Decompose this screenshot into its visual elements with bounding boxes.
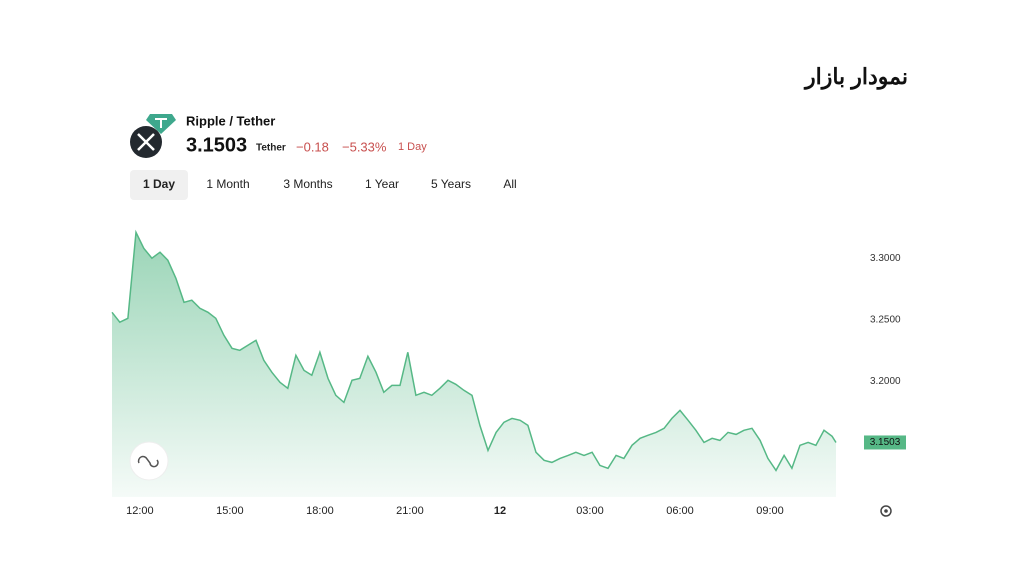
y-tick-label: 3.3000	[870, 253, 901, 264]
range-tab[interactable]: 5 Years	[431, 177, 471, 191]
range-tab[interactable]: 3 Months	[283, 177, 332, 191]
change-period: 1 Day	[398, 141, 427, 153]
x-tick-label: 12	[494, 505, 506, 517]
last-price-label: 3.1503	[870, 437, 901, 448]
xrp-glyph	[137, 133, 155, 151]
compare-glyph	[137, 455, 159, 468]
area-fill	[112, 232, 836, 498]
price-change: −0.18	[296, 139, 329, 154]
settings-button[interactable]	[880, 505, 892, 517]
range-tab[interactable]: All	[503, 177, 516, 191]
x-tick-label: 09:00	[756, 505, 784, 517]
tether-glyph	[155, 118, 167, 128]
range-tab[interactable]: 1 Month	[206, 177, 249, 191]
price-line	[111, 229, 837, 472]
price: 3.1503	[186, 134, 247, 156]
last-price-tag	[864, 435, 906, 450]
x-tick-label: 18:00	[306, 505, 334, 517]
x-tick-label: 12:00	[126, 505, 154, 517]
y-tick-label: 3.2500	[870, 314, 901, 325]
x-tick-label: 03:00	[576, 505, 604, 517]
range-tab[interactable]: 1 Day	[143, 177, 175, 191]
range-tab[interactable]: 1 Year	[365, 177, 399, 191]
x-tick-label: 15:00	[216, 505, 244, 517]
page-title: نمودار بازار	[803, 64, 908, 90]
x-tick-label: 21:00	[396, 505, 424, 517]
x-tick-label: 06:00	[666, 505, 694, 517]
change-percent: −5.33%	[342, 139, 387, 154]
price-unit: Tether	[256, 143, 286, 154]
settings-dot	[884, 509, 888, 513]
y-tick-label: 3.2000	[870, 376, 901, 387]
active-tab-bg	[130, 170, 188, 200]
pair-name: Ripple / Tether	[186, 113, 275, 128]
